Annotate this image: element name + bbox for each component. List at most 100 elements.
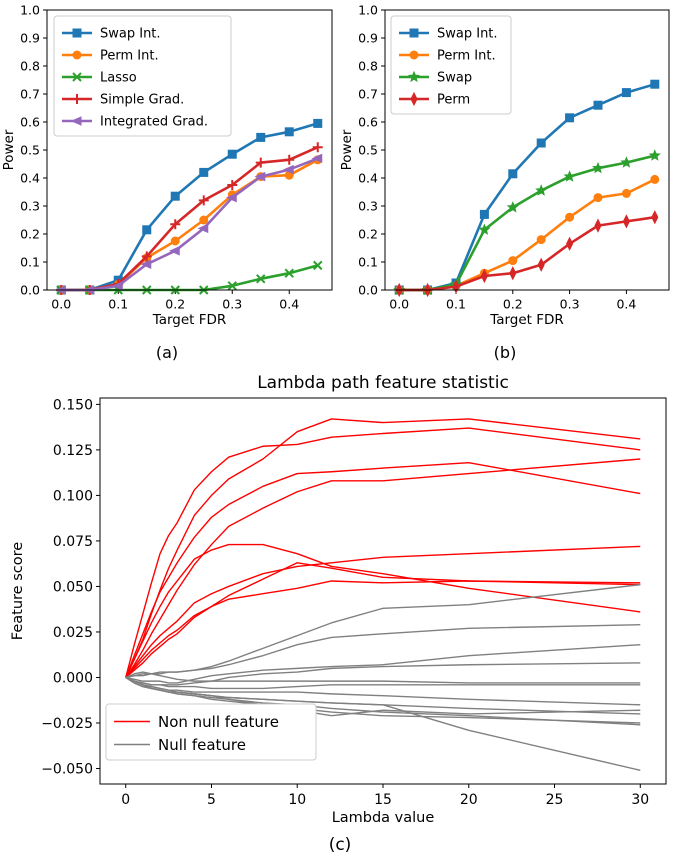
data-point bbox=[170, 219, 181, 230]
panel-caption: (b) bbox=[494, 343, 517, 362]
legend-label: Integrated Grad. bbox=[100, 115, 208, 130]
data-point bbox=[199, 215, 209, 225]
chart-0: 0.0 0.1 0.2 0.3 0.4 0.5 0.6 0.7 0.8 0.9 1.0 0.0 0.1 0… bbox=[1, 3, 333, 362]
series-line bbox=[125, 427, 641, 678]
data-point bbox=[284, 154, 295, 165]
legend-marker bbox=[72, 50, 82, 60]
legend-box bbox=[53, 15, 232, 137]
legend: Non null feature Null feature bbox=[105, 703, 317, 761]
data-point bbox=[478, 223, 491, 235]
y-tick-label: 0.4 bbox=[358, 171, 378, 186]
y-tick-label: 0.075 bbox=[53, 534, 93, 550]
y-tick-label: 0.3 bbox=[358, 199, 378, 214]
data-point bbox=[593, 100, 603, 110]
data-point bbox=[254, 171, 266, 182]
data-point bbox=[593, 193, 603, 203]
y-tick-label: 0.000 bbox=[53, 671, 93, 687]
x-tick-label: 0.4 bbox=[616, 297, 636, 312]
plot-frame bbox=[46, 9, 333, 291]
y-tick-label: 0.6 bbox=[20, 115, 40, 130]
data-point bbox=[141, 251, 152, 262]
data-point bbox=[312, 142, 323, 153]
legend-marker bbox=[70, 116, 82, 126]
data-point bbox=[170, 236, 180, 246]
legend-label: Swap Int. bbox=[100, 27, 161, 42]
y-tick-label: 0.5 bbox=[358, 143, 378, 158]
data-point bbox=[112, 281, 123, 291]
series-line bbox=[125, 583, 641, 679]
legend-marker bbox=[410, 91, 418, 107]
data-point bbox=[283, 164, 294, 175]
data-point bbox=[199, 167, 209, 177]
data-point bbox=[311, 153, 323, 164]
data-point bbox=[565, 113, 575, 123]
series-line bbox=[125, 580, 641, 678]
data-point bbox=[256, 274, 266, 284]
y-tick-label: 0.5 bbox=[20, 143, 40, 158]
legend-marker bbox=[72, 72, 82, 82]
series-line bbox=[61, 146, 319, 292]
data-point bbox=[479, 209, 489, 219]
series-line bbox=[125, 418, 641, 678]
x-tick-label: 0.3 bbox=[560, 297, 580, 312]
y-tick-label: 0.125 bbox=[53, 443, 93, 459]
y-tick-label: 0.9 bbox=[358, 31, 378, 46]
data-point bbox=[169, 246, 180, 256]
data-point bbox=[142, 225, 152, 235]
y-tick-label: 0.025 bbox=[53, 625, 93, 641]
legend-marker bbox=[409, 28, 419, 38]
y-tick-label: 0.1 bbox=[358, 255, 378, 270]
y-tick-label: 0.4 bbox=[20, 171, 40, 186]
series-line bbox=[399, 178, 656, 292]
legend-marker bbox=[408, 70, 420, 83]
data-point bbox=[255, 157, 266, 168]
legend-label: Null feature bbox=[158, 736, 246, 754]
series-line bbox=[125, 545, 641, 678]
data-point bbox=[506, 201, 519, 213]
series-line bbox=[61, 122, 319, 292]
legend-label: Perm Int. bbox=[100, 49, 159, 64]
y-tick-label: 0.8 bbox=[358, 59, 378, 74]
x-tick-label: 0.1 bbox=[108, 297, 128, 312]
series-line bbox=[61, 158, 319, 292]
legend-label: Perm bbox=[437, 93, 470, 108]
legend-label: Lasso bbox=[100, 71, 137, 86]
data-point bbox=[313, 260, 323, 271]
data-point bbox=[197, 223, 209, 234]
data-point bbox=[226, 192, 237, 203]
chart-2: −0.050 −0.025 0.000 0.025 0.050 0.075 0.100 0.1… bbox=[10, 373, 667, 855]
y-tick-label: 1.0 bbox=[358, 3, 378, 18]
x-tick-label: 0.4 bbox=[279, 297, 299, 312]
x-tick-label: 10 bbox=[288, 792, 306, 808]
y-tick-label: 0.100 bbox=[53, 488, 93, 504]
series-line bbox=[125, 644, 641, 684]
y-tick-label: 0.0 bbox=[20, 283, 40, 298]
chart-1: 0.0 0.1 0.2 0.3 0.4 0.5 0.6 0.7 0.8 0.9 1.0 0.0 0.1 0… bbox=[339, 3, 670, 362]
y-tick-label: 0.7 bbox=[358, 87, 378, 102]
data-point bbox=[509, 266, 517, 281]
panel-caption: (a) bbox=[156, 343, 178, 362]
data-point bbox=[566, 236, 574, 251]
data-point bbox=[648, 149, 661, 161]
data-point bbox=[621, 88, 631, 98]
x-tick-label: 0.2 bbox=[165, 297, 185, 312]
y-tick-label: 0.0 bbox=[358, 283, 378, 298]
x-tick-label: 20 bbox=[460, 792, 478, 808]
x-tick-label: 0.0 bbox=[51, 297, 71, 312]
legend-label: Non null feature bbox=[158, 713, 279, 731]
y-tick-label: 0.3 bbox=[20, 199, 40, 214]
legend: Swap Int. Perm Int. Lasso Simple Grad. Integ… bbox=[53, 15, 232, 137]
y-axis-label: Power bbox=[1, 129, 17, 170]
y-tick-label: −0.050 bbox=[41, 762, 93, 778]
y-tick-label: 0.1 bbox=[20, 255, 40, 270]
data-point bbox=[227, 149, 237, 159]
plot-frame bbox=[384, 9, 670, 291]
series-line bbox=[125, 671, 641, 684]
series-line bbox=[125, 461, 641, 678]
data-point bbox=[592, 161, 604, 174]
data-point bbox=[170, 191, 180, 201]
x-tick-label: 0 bbox=[121, 792, 130, 808]
y-tick-label: 0.050 bbox=[53, 579, 93, 595]
plot-frame bbox=[99, 397, 667, 785]
y-tick-label: 1.0 bbox=[20, 3, 40, 18]
